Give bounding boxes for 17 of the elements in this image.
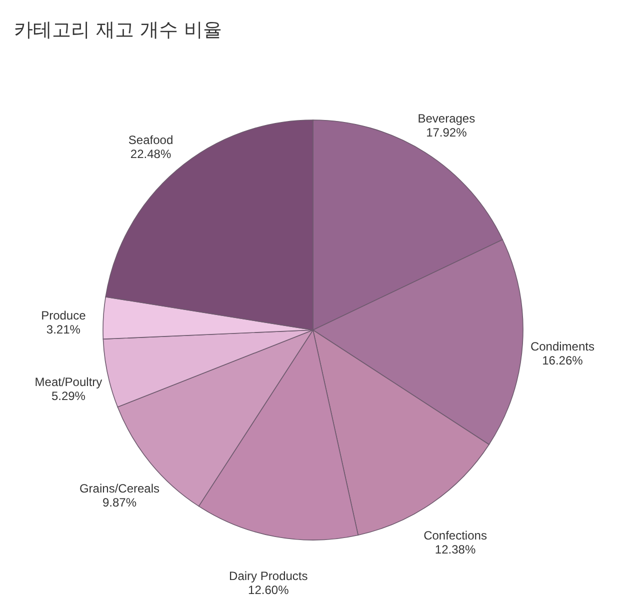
slice-label: Meat/Poultry	[34, 374, 102, 389]
slice-label: Dairy Products	[229, 568, 308, 583]
slice-label: Produce	[41, 308, 86, 323]
slice-label: Confections	[424, 528, 487, 543]
data-label: 3.21%	[46, 322, 81, 337]
chart-title: 카테고리 재고 개수 비율	[14, 19, 222, 41]
data-label: 9.87%	[102, 495, 137, 510]
data-label: 12.60%	[248, 582, 290, 597]
data-label: 5.29%	[51, 388, 86, 403]
data-label: 12.38%	[434, 542, 476, 557]
data-label: 17.92%	[426, 126, 468, 140]
slice-label: Seafood	[128, 132, 174, 147]
data-label: 16.26%	[542, 353, 584, 368]
slice-label: Grains/Cereals	[79, 481, 160, 496]
slice-label: Condiments	[530, 339, 594, 354]
slice-label: Beverages	[418, 112, 476, 126]
data-label: 22.48%	[130, 146, 172, 161]
